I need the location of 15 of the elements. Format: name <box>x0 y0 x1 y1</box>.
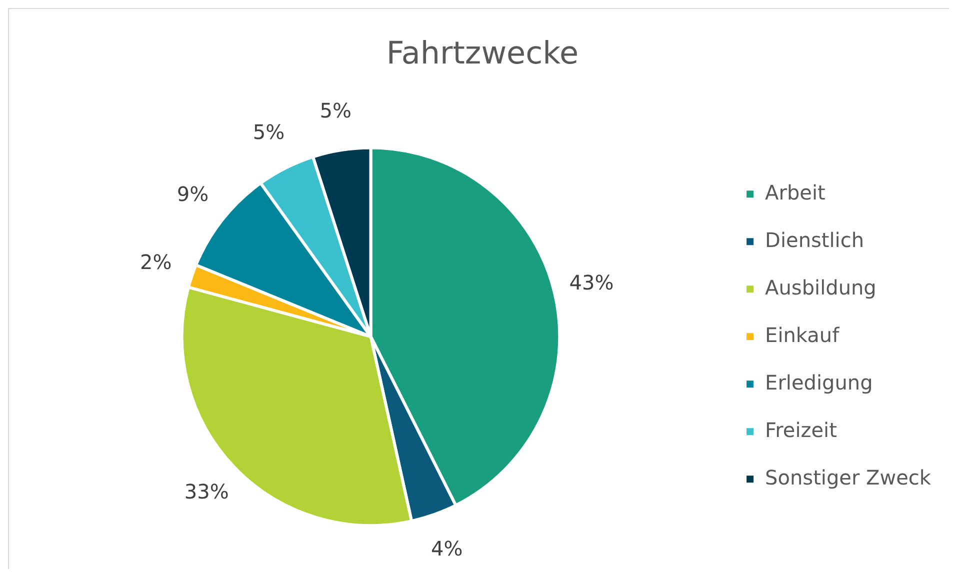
data-label: 5% <box>252 120 285 144</box>
legend-label: Freizeit <box>765 418 838 442</box>
data-label: 9% <box>176 182 209 206</box>
data-label: 2% <box>140 250 172 274</box>
legend-label: Dienstlich <box>765 228 864 252</box>
legend-label: Einkauf <box>765 322 840 347</box>
legend-label: Arbeit <box>765 180 826 204</box>
data-label: 4% <box>431 536 463 561</box>
legend-label: Erledigung <box>765 370 873 394</box>
legend-label: Sonstiger Zweck <box>765 465 932 490</box>
data-label: 43% <box>569 270 614 294</box>
legend-label: Ausbildung <box>765 275 876 300</box>
chart-title: Fahrtzwecke <box>386 36 579 72</box>
data-label: 33% <box>184 479 229 504</box>
data-label: 5% <box>320 98 352 123</box>
